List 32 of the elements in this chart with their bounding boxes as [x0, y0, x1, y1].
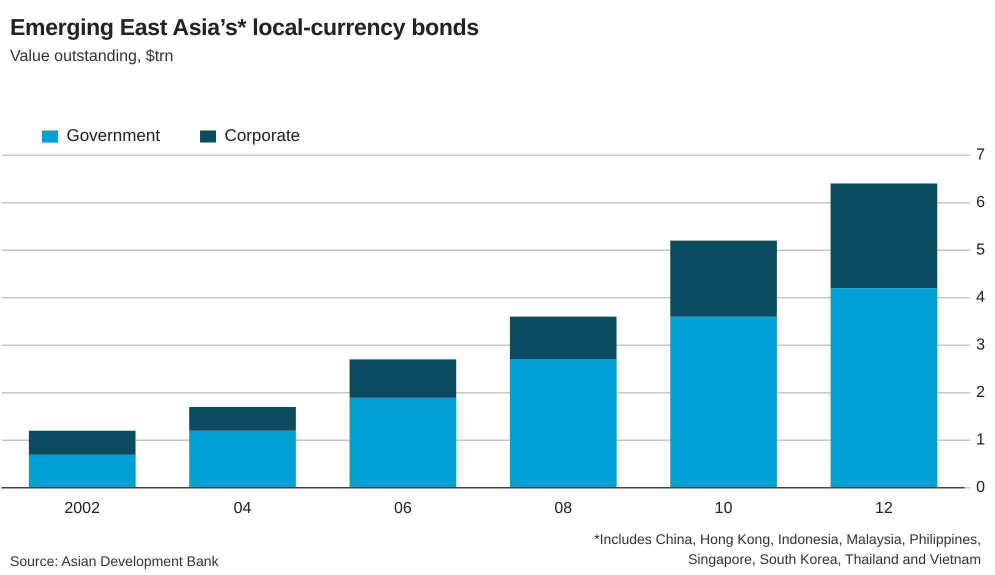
y-tick-label: 5 — [976, 241, 986, 258]
bar — [510, 316, 617, 360]
y-tick-label: 1 — [976, 432, 986, 449]
legend-label: Corporate — [224, 126, 300, 146]
bar — [28, 454, 136, 488]
bar — [189, 406, 296, 431]
bar — [350, 359, 456, 398]
bar — [28, 430, 136, 455]
y-tick-label: 7 — [976, 146, 986, 164]
x-tick-label: 2002 — [64, 500, 100, 517]
x-tick-label: 12 — [875, 500, 893, 517]
y-tick-label: 3 — [976, 336, 986, 354]
bar — [670, 240, 777, 317]
y-tick-label: 0 — [976, 479, 986, 496]
x-tick-label: 06 — [394, 500, 412, 517]
bar — [510, 359, 617, 488]
x-tick-label: 08 — [554, 500, 572, 517]
x-tick-label: 04 — [234, 500, 252, 517]
text: *Includes China, Hong Kong, Indonesia, Malaysia, Philippines, Singapore, South Korea, Thailand and Vietnam — [593, 530, 981, 569]
bar — [189, 430, 296, 488]
bar — [670, 316, 777, 488]
y-tick-label: 6 — [976, 194, 986, 211]
bar — [350, 397, 456, 488]
chart-subtitle: Value outstanding, $trn — [10, 48, 174, 66]
bar — [830, 184, 938, 288]
y-tick-label: 2 — [976, 384, 986, 402]
chart-title: Emerging East Asia’s* local-currency bonds — [10, 14, 479, 41]
x-tick-label: 10 — [714, 500, 733, 517]
y-tick-label: 4 — [976, 289, 986, 306]
legend-label: Government — [66, 126, 160, 146]
source-note: Source: Asian Development Bank — [10, 553, 219, 569]
bar — [830, 288, 938, 488]
